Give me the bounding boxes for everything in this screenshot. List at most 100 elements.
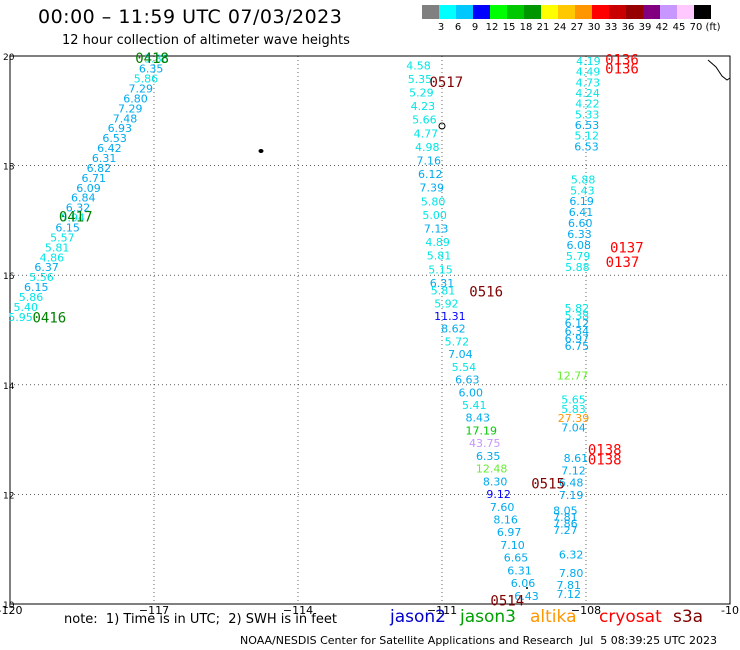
legend-label: 6	[454, 22, 462, 33]
legend-swatch	[677, 5, 694, 19]
wave-height-value: 7.12	[556, 588, 581, 601]
wave-height-value: 5.88	[571, 173, 596, 186]
wave-height-value: 7.60	[490, 501, 515, 514]
wave-height-value: 6.12	[418, 168, 443, 181]
wave-height-value: 5.82	[565, 302, 590, 315]
wave-height-value: 6.19	[569, 195, 594, 208]
lon-tick-label: -120	[0, 604, 22, 617]
lat-lon-grid	[9, 55, 731, 605]
wave-height-value: 6.41	[569, 206, 594, 219]
wave-height-value: 5.33	[575, 108, 600, 121]
legend-label: 27	[570, 22, 584, 33]
lon-tick-label: −111	[427, 604, 457, 617]
wave-height-value: 4.89	[425, 236, 450, 249]
wave-height-value: 5.66	[412, 114, 437, 127]
wave-height-values: 5.866.355.867.296.807.297.486.936.536.42…	[8, 53, 600, 603]
wave-height-value: 11.31	[434, 310, 466, 323]
lon-tick-label: −117	[139, 604, 169, 617]
wave-height-value: 5.57	[50, 231, 75, 244]
wave-height-value: 5.29	[409, 87, 434, 100]
pass-time-label: 0138	[588, 442, 622, 458]
wave-height-value: 4.58	[406, 59, 431, 72]
legend-label: 70	[689, 22, 703, 33]
legend-swatch	[694, 5, 711, 19]
wave-height-value: 4.22	[575, 98, 600, 111]
legend-swatch	[592, 5, 609, 19]
axis-tick-labels: -120 −117 −114 −111 −108 -10 20 18 16 14 12 10	[0, 53, 739, 617]
wave-height-value: 6.53	[575, 119, 600, 132]
lon-tick-label: −114	[283, 604, 313, 617]
legend-label: 42	[655, 22, 669, 33]
wave-height-value: 6.42	[97, 142, 122, 155]
wave-height-value: 7.48	[113, 112, 138, 125]
legend-swatch	[439, 5, 456, 19]
legend-label: 33	[604, 22, 618, 33]
wave-height-value: 6.97	[497, 526, 522, 539]
legend-swatch	[609, 5, 626, 19]
wave-height-value: 5.92	[434, 297, 459, 310]
wave-height-value: 7.27	[553, 524, 578, 537]
wave-height-value: 6.31	[430, 277, 455, 290]
legend-swatch	[626, 5, 643, 19]
wave-height-value: 5.86	[134, 73, 159, 86]
pass-time-label: 0136	[605, 62, 639, 78]
wave-height-value: 6.00	[459, 386, 484, 399]
wave-height-value: 4.49	[576, 66, 601, 79]
wave-height-value: 7.10	[500, 539, 525, 552]
wave-height-value: 8.61	[564, 452, 589, 465]
wave-height-value: 5.38	[565, 310, 590, 323]
wave-height-value: 5.65	[561, 394, 586, 407]
wave-height-value: 7.04	[561, 422, 586, 435]
pass-time-label: 0138	[588, 452, 622, 468]
wave-height-value: 8.16	[493, 513, 518, 526]
wave-height-value: 5.86	[144, 53, 169, 66]
wave-height-value: 7.81	[556, 579, 581, 592]
wave-height-value: 7.16	[417, 154, 442, 167]
wave-height-value: 7.80	[559, 567, 584, 580]
wave-height-value: 4.98	[415, 141, 440, 154]
wave-height-value: 8.30	[483, 475, 508, 488]
legend-label: (ft)	[705, 22, 721, 33]
legend-label: 12	[485, 22, 499, 33]
legend-label: 24	[553, 22, 567, 33]
wave-height-value: 4.73	[576, 76, 601, 89]
wave-height-value: 6.75	[565, 340, 590, 353]
wave-height-value: 6.32	[66, 202, 91, 215]
wave-height-value: 6.80	[123, 92, 148, 105]
color-legend	[422, 5, 711, 19]
islands	[258, 122, 528, 589]
satellite-jason2: jason2	[390, 607, 446, 627]
wave-height-value: 5.83	[561, 403, 586, 416]
pass-time-label: 0417	[59, 210, 93, 226]
legend-label: 45	[672, 22, 686, 33]
wave-height-value: 6.08	[567, 239, 592, 252]
wave-height-value: 5.56	[29, 271, 54, 284]
wave-height-value: 8.43	[466, 412, 491, 425]
lat-tick-label: 16	[3, 272, 15, 282]
pass-time-label: 0514	[490, 594, 524, 610]
wave-height-value: 17.19	[465, 424, 497, 437]
wave-height-value: 6.97	[565, 332, 590, 345]
wave-height-value: 5.41	[462, 399, 487, 412]
legend-label: 15	[502, 22, 516, 33]
wave-height-value: 7.39	[419, 182, 444, 195]
wave-height-value: 6.65	[504, 552, 529, 565]
satellite-jason3: jason3	[460, 607, 516, 627]
wave-height-value: 8.62	[441, 323, 466, 336]
lon-tick-label: −108	[571, 604, 601, 617]
wave-height-value: 7.81	[553, 511, 578, 524]
legend-swatch	[524, 5, 541, 19]
pass-time-label: 0137	[610, 240, 644, 256]
wave-height-value: 5.94	[61, 212, 86, 225]
wave-height-value: 6.53	[102, 132, 127, 145]
wave-height-value: 7.29	[128, 83, 153, 96]
wave-height-value: 6.35	[139, 63, 164, 76]
wave-height-value: 6.93	[108, 122, 133, 135]
wave-height-value: 12.77	[557, 369, 589, 382]
wave-height-value: 9.12	[486, 488, 511, 501]
wave-height-value: 5.95	[8, 311, 33, 324]
map-subtitle: 12 hour collection of altimeter wave hei…	[62, 33, 350, 48]
wave-height-value: 5.88	[565, 261, 590, 274]
generation-timestamp: Jul 5 08:39:25 UTC 2023	[580, 634, 717, 647]
